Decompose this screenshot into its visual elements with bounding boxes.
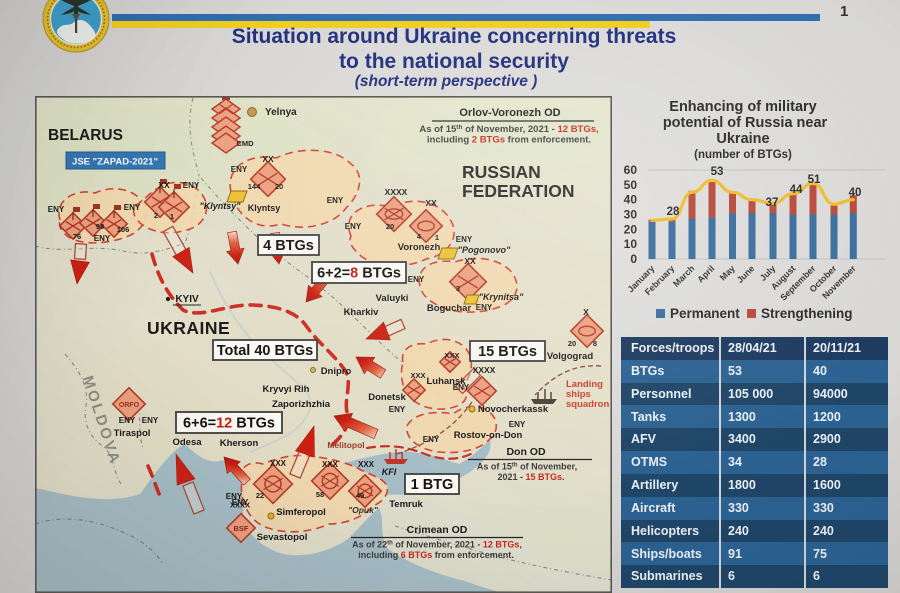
- svg-text:50: 50: [624, 178, 638, 192]
- svg-text:37: 37: [766, 197, 779, 209]
- svg-text:potential of Russia near: potential of Russia near: [663, 115, 828, 131]
- svg-text:30: 30: [624, 208, 638, 222]
- svg-text:60: 60: [624, 163, 638, 177]
- svg-text:March: March: [671, 263, 696, 288]
- svg-text:28: 28: [667, 206, 680, 218]
- svg-text:(number of BTGs): (number of BTGs): [694, 149, 792, 161]
- svg-text:40: 40: [849, 187, 862, 199]
- svg-text:April: April: [695, 263, 716, 284]
- svg-text:Strengthening: Strengthening: [761, 306, 853, 321]
- svg-text:Ukraine: Ukraine: [716, 131, 769, 147]
- svg-text:0: 0: [630, 252, 637, 266]
- svg-text:May: May: [718, 263, 737, 282]
- svg-text:40: 40: [624, 193, 638, 207]
- svg-text:June: June: [735, 263, 757, 285]
- svg-text:44: 44: [790, 184, 803, 196]
- svg-text:10: 10: [624, 237, 638, 251]
- svg-text:Enhancing of military: Enhancing of military: [669, 99, 816, 115]
- svg-text:Permanent: Permanent: [670, 306, 740, 321]
- svg-text:51: 51: [808, 174, 821, 186]
- svg-text:53: 53: [711, 166, 724, 178]
- svg-text:20: 20: [624, 222, 638, 236]
